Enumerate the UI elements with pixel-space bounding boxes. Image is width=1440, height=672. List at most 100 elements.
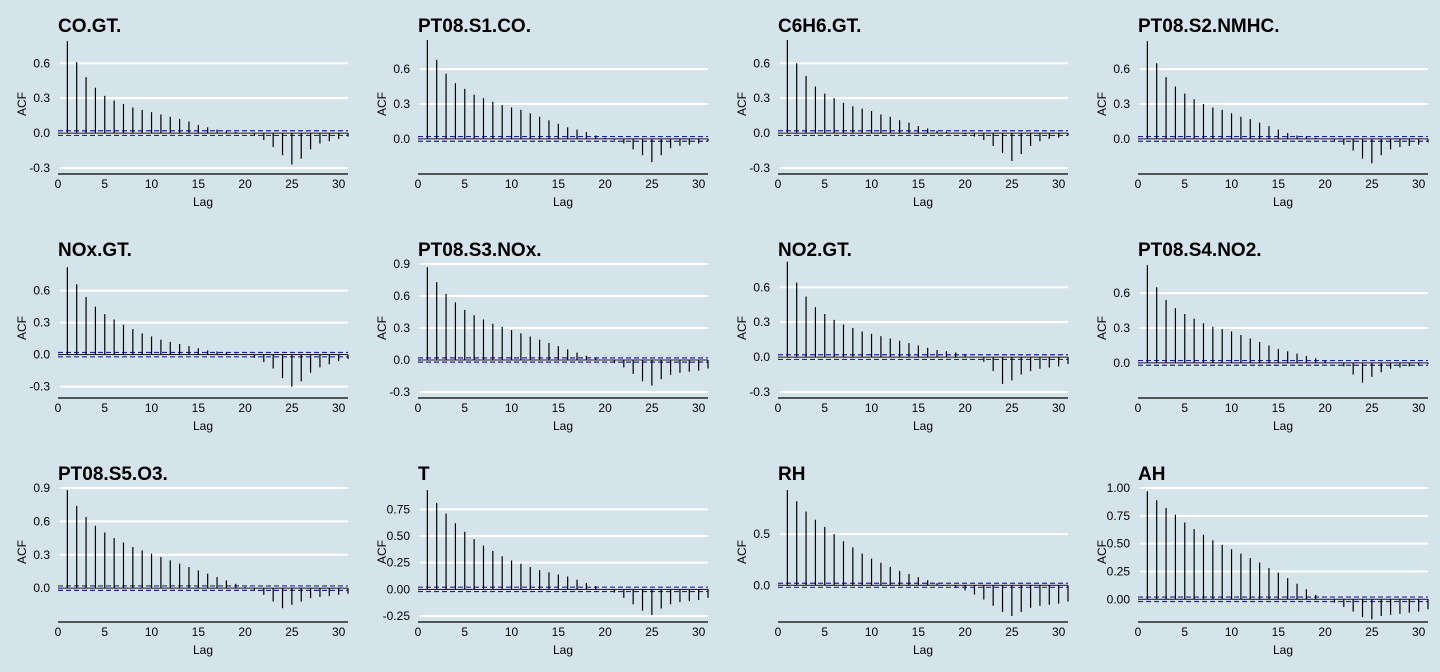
y-tick-label: -0.3 xyxy=(29,161,50,175)
x-tick-label: 20 xyxy=(598,401,612,415)
x-tick-label: 5 xyxy=(1181,401,1188,415)
x-tick-label: 30 xyxy=(332,625,346,639)
x-tick-label: 0 xyxy=(775,177,782,191)
x-axis-label: Lag xyxy=(1273,195,1293,209)
y-axis-label: ACF xyxy=(1095,316,1109,340)
y-tick-label: -0.25 xyxy=(383,609,411,623)
panel-title: PT08.S2.NMHC. xyxy=(1138,16,1279,37)
x-tick-label: 5 xyxy=(101,401,108,415)
y-tick-label: 0.75 xyxy=(387,502,411,516)
y-tick-label: 0.50 xyxy=(387,529,411,543)
x-tick-label: 0 xyxy=(415,177,422,191)
x-tick-label: 0 xyxy=(1135,177,1142,191)
x-tick-label: 25 xyxy=(1365,401,1379,415)
y-tick-label: 0.50 xyxy=(1107,537,1131,551)
x-axis-label: Lag xyxy=(1273,643,1293,657)
x-tick-label: 20 xyxy=(958,401,972,415)
y-tick-label: 0.3 xyxy=(753,315,770,329)
y-tick-label: 0.3 xyxy=(1113,97,1130,111)
x-axis-label: Lag xyxy=(913,195,933,209)
x-tick-label: 15 xyxy=(552,177,566,191)
x-tick-label: 5 xyxy=(821,177,828,191)
y-tick-label: 0.3 xyxy=(753,91,770,105)
x-tick-label: 5 xyxy=(821,625,828,639)
x-axis-label: Lag xyxy=(913,643,933,657)
y-axis-label: ACF xyxy=(375,316,389,340)
y-axis-label: ACF xyxy=(375,540,389,564)
x-tick-label: 20 xyxy=(1318,625,1332,639)
x-tick-label: 5 xyxy=(461,625,468,639)
x-tick-label: 5 xyxy=(1181,177,1188,191)
x-tick-label: 30 xyxy=(692,177,706,191)
x-tick-label: 15 xyxy=(552,401,566,415)
x-tick-label: 10 xyxy=(505,177,519,191)
x-tick-label: 0 xyxy=(55,625,62,639)
acf-panel: PT08.S5.O3. 0.0 0.3 0.6 0.9 0 5 10 15 20 25 30 Lag AC… xyxy=(15,464,349,657)
y-tick-label: 0.0 xyxy=(33,348,50,362)
x-tick-label: 5 xyxy=(821,401,828,415)
x-tick-label: 30 xyxy=(1052,177,1066,191)
x-tick-label: 0 xyxy=(55,401,62,415)
x-axis-label: Lag xyxy=(193,643,213,657)
x-tick-label: 0 xyxy=(1135,625,1142,639)
acf-panel: AH 0.00 0.25 0.50 0.75 1.00 0 5 10 15 20 25 30 Lag ACF xyxy=(1095,464,1429,657)
y-tick-label: 0.3 xyxy=(393,97,410,111)
y-tick-label: 0.00 xyxy=(387,582,411,596)
x-tick-label: 10 xyxy=(1225,177,1239,191)
x-tick-label: 10 xyxy=(865,625,879,639)
x-tick-label: 25 xyxy=(1365,177,1379,191)
y-tick-label: 0.6 xyxy=(33,514,50,528)
x-tick-label: 25 xyxy=(1005,625,1019,639)
x-tick-label: 30 xyxy=(332,177,346,191)
x-tick-label: 0 xyxy=(55,177,62,191)
x-tick-label: 5 xyxy=(101,625,108,639)
panel-title: PT08.S4.NO2. xyxy=(1138,240,1262,261)
y-tick-label: 0.0 xyxy=(393,353,410,367)
panel-title: T xyxy=(418,464,430,485)
x-tick-label: 15 xyxy=(912,177,926,191)
x-tick-label: 20 xyxy=(238,401,252,415)
x-tick-label: 25 xyxy=(1005,177,1019,191)
x-tick-label: 5 xyxy=(101,177,108,191)
acf-panel: NOx.GT. -0.3 0.0 0.3 0.6 0 5 10 15 20 25 30 Lag ACF xyxy=(15,240,349,433)
x-tick-label: 30 xyxy=(1052,401,1066,415)
x-tick-label: 30 xyxy=(1412,401,1426,415)
y-tick-label: 0.6 xyxy=(393,289,410,303)
x-tick-label: 20 xyxy=(238,625,252,639)
x-axis-label: Lag xyxy=(553,419,573,433)
x-tick-label: 25 xyxy=(1365,625,1379,639)
y-tick-label: 0.00 xyxy=(1107,592,1131,606)
x-tick-label: 15 xyxy=(192,177,206,191)
x-tick-label: 15 xyxy=(912,401,926,415)
panel-title: C6H6.GT. xyxy=(778,16,861,37)
acf-panel: NO2.GT. -0.3 0.0 0.3 0.6 0 5 10 15 20 25 30 Lag ACF xyxy=(735,240,1069,433)
acf-panel: PT08.S4.NO2. 0.0 0.3 0.6 0 5 10 15 20 25 30 Lag ACF xyxy=(1095,240,1429,433)
panel-title: PT08.S3.NOx. xyxy=(418,240,542,261)
x-tick-label: 15 xyxy=(1272,401,1286,415)
x-tick-label: 30 xyxy=(332,401,346,415)
y-tick-label: 0.6 xyxy=(1113,62,1130,76)
x-tick-label: 15 xyxy=(1272,177,1286,191)
y-axis-label: ACF xyxy=(15,316,29,340)
y-axis-label: ACF xyxy=(1095,540,1109,564)
panel-title: RH xyxy=(778,464,805,485)
x-tick-label: 0 xyxy=(1135,401,1142,415)
x-tick-label: 15 xyxy=(192,401,206,415)
x-tick-label: 15 xyxy=(1272,625,1286,639)
x-tick-label: 25 xyxy=(285,401,299,415)
x-tick-label: 25 xyxy=(285,625,299,639)
panel-title: NO2.GT. xyxy=(778,240,852,261)
x-tick-label: 30 xyxy=(692,625,706,639)
x-tick-label: 0 xyxy=(775,625,782,639)
y-tick-label: 0.0 xyxy=(33,581,50,595)
y-tick-label: 0.0 xyxy=(753,350,770,364)
y-tick-label: 0.6 xyxy=(753,280,770,294)
x-tick-label: 10 xyxy=(1225,625,1239,639)
x-axis-label: Lag xyxy=(553,195,573,209)
y-tick-label: 0.0 xyxy=(753,126,770,140)
x-tick-label: 0 xyxy=(415,625,422,639)
y-tick-label: 0.0 xyxy=(393,132,410,146)
y-tick-label: 0.0 xyxy=(33,126,50,140)
y-tick-label: 0.6 xyxy=(393,62,410,76)
